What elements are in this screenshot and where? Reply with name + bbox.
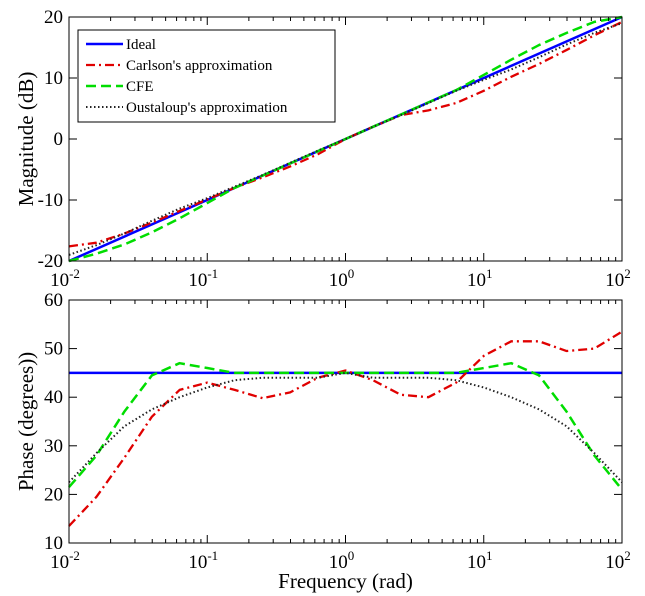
x-tick-exponent: 0 <box>348 548 355 563</box>
x-tick-base: 10 <box>605 270 624 291</box>
y-tick-label: 20 <box>44 7 63 28</box>
x-tick-label: 102 <box>605 548 631 573</box>
y-axis-ticks: -20 -10 0 10 20 <box>38 7 622 272</box>
y-axis-label: Phase (degrees)) <box>14 352 38 491</box>
x-tick-base: 10 <box>329 270 348 291</box>
x-tick-exponent: 2 <box>624 266 631 281</box>
legend: Ideal Carlson's approximation CFE Oustaloup… <box>77 29 336 123</box>
series-group <box>68 15 623 263</box>
series-line-cfe <box>68 15 623 263</box>
y-tick-label: 20 <box>44 484 63 505</box>
legend-label: Oustaloup's approximation <box>126 100 288 116</box>
y-tick-label: 50 <box>44 339 63 360</box>
x-tick-label: 10-2 <box>50 548 80 573</box>
y-axis-ticks: 10 20 30 40 50 60 <box>44 290 622 554</box>
x-tick-base: 10 <box>467 270 486 291</box>
x-tick-base: 10 <box>329 552 348 573</box>
series-line-oustaloup-s-approximation <box>68 371 623 483</box>
x-tick-label: 10-1 <box>188 266 218 291</box>
x-axis-ticks: 10-2 10-1 100 101 102 <box>50 300 631 573</box>
x-axis-label: Frequency (rad) <box>278 569 413 593</box>
y-tick-label: 60 <box>44 290 63 311</box>
axes-frame <box>68 299 623 544</box>
y-tick-label: 10 <box>44 68 63 89</box>
y-tick-label: 10 <box>44 533 63 554</box>
series-line-cfe <box>68 361 623 491</box>
series-group <box>68 330 623 527</box>
x-tick-exponent: -1 <box>207 266 218 281</box>
x-tick-label: 102 <box>605 266 631 291</box>
legend-box <box>77 29 336 123</box>
series-line-carlson-s-approximation <box>68 20 623 248</box>
x-tick-label: 10-2 <box>50 266 80 291</box>
y-tick-label: 0 <box>54 129 64 150</box>
x-tick-base: 10 <box>50 270 69 291</box>
x-tick-label: 100 <box>329 266 355 291</box>
x-tick-exponent: 0 <box>348 266 355 281</box>
y-tick-label: -20 <box>38 251 63 272</box>
series-line-carlson-s-approximation <box>68 330 623 527</box>
x-tick-exponent: 2 <box>624 548 631 563</box>
legend-label: Carlson's approximation <box>126 58 273 74</box>
x-tick-exponent: -1 <box>207 548 218 563</box>
x-tick-exponent: -2 <box>69 266 80 281</box>
x-tick-label: 101 <box>467 548 493 573</box>
x-tick-base: 10 <box>188 552 207 573</box>
legend-label: Ideal <box>126 37 156 53</box>
x-tick-base: 10 <box>605 552 624 573</box>
y-tick-label: -10 <box>38 190 63 211</box>
x-tick-base: 10 <box>467 552 486 573</box>
x-tick-base: 10 <box>50 552 69 573</box>
x-tick-exponent: -2 <box>69 548 80 563</box>
y-tick-label: 30 <box>44 436 63 457</box>
x-tick-label: 101 <box>467 266 493 291</box>
y-axis-label: Magnitude (dB) <box>14 72 38 207</box>
y-tick-label: 40 <box>44 387 63 408</box>
x-tick-label: 100 <box>329 548 355 573</box>
x-tick-base: 10 <box>188 270 207 291</box>
legend-label: CFE <box>126 79 154 95</box>
x-tick-exponent: 1 <box>486 266 493 281</box>
x-axis-ticks: 10-2 10-1 100 101 102 <box>50 17 631 291</box>
x-tick-exponent: 1 <box>486 548 493 563</box>
x-tick-label: 10-1 <box>188 548 218 573</box>
